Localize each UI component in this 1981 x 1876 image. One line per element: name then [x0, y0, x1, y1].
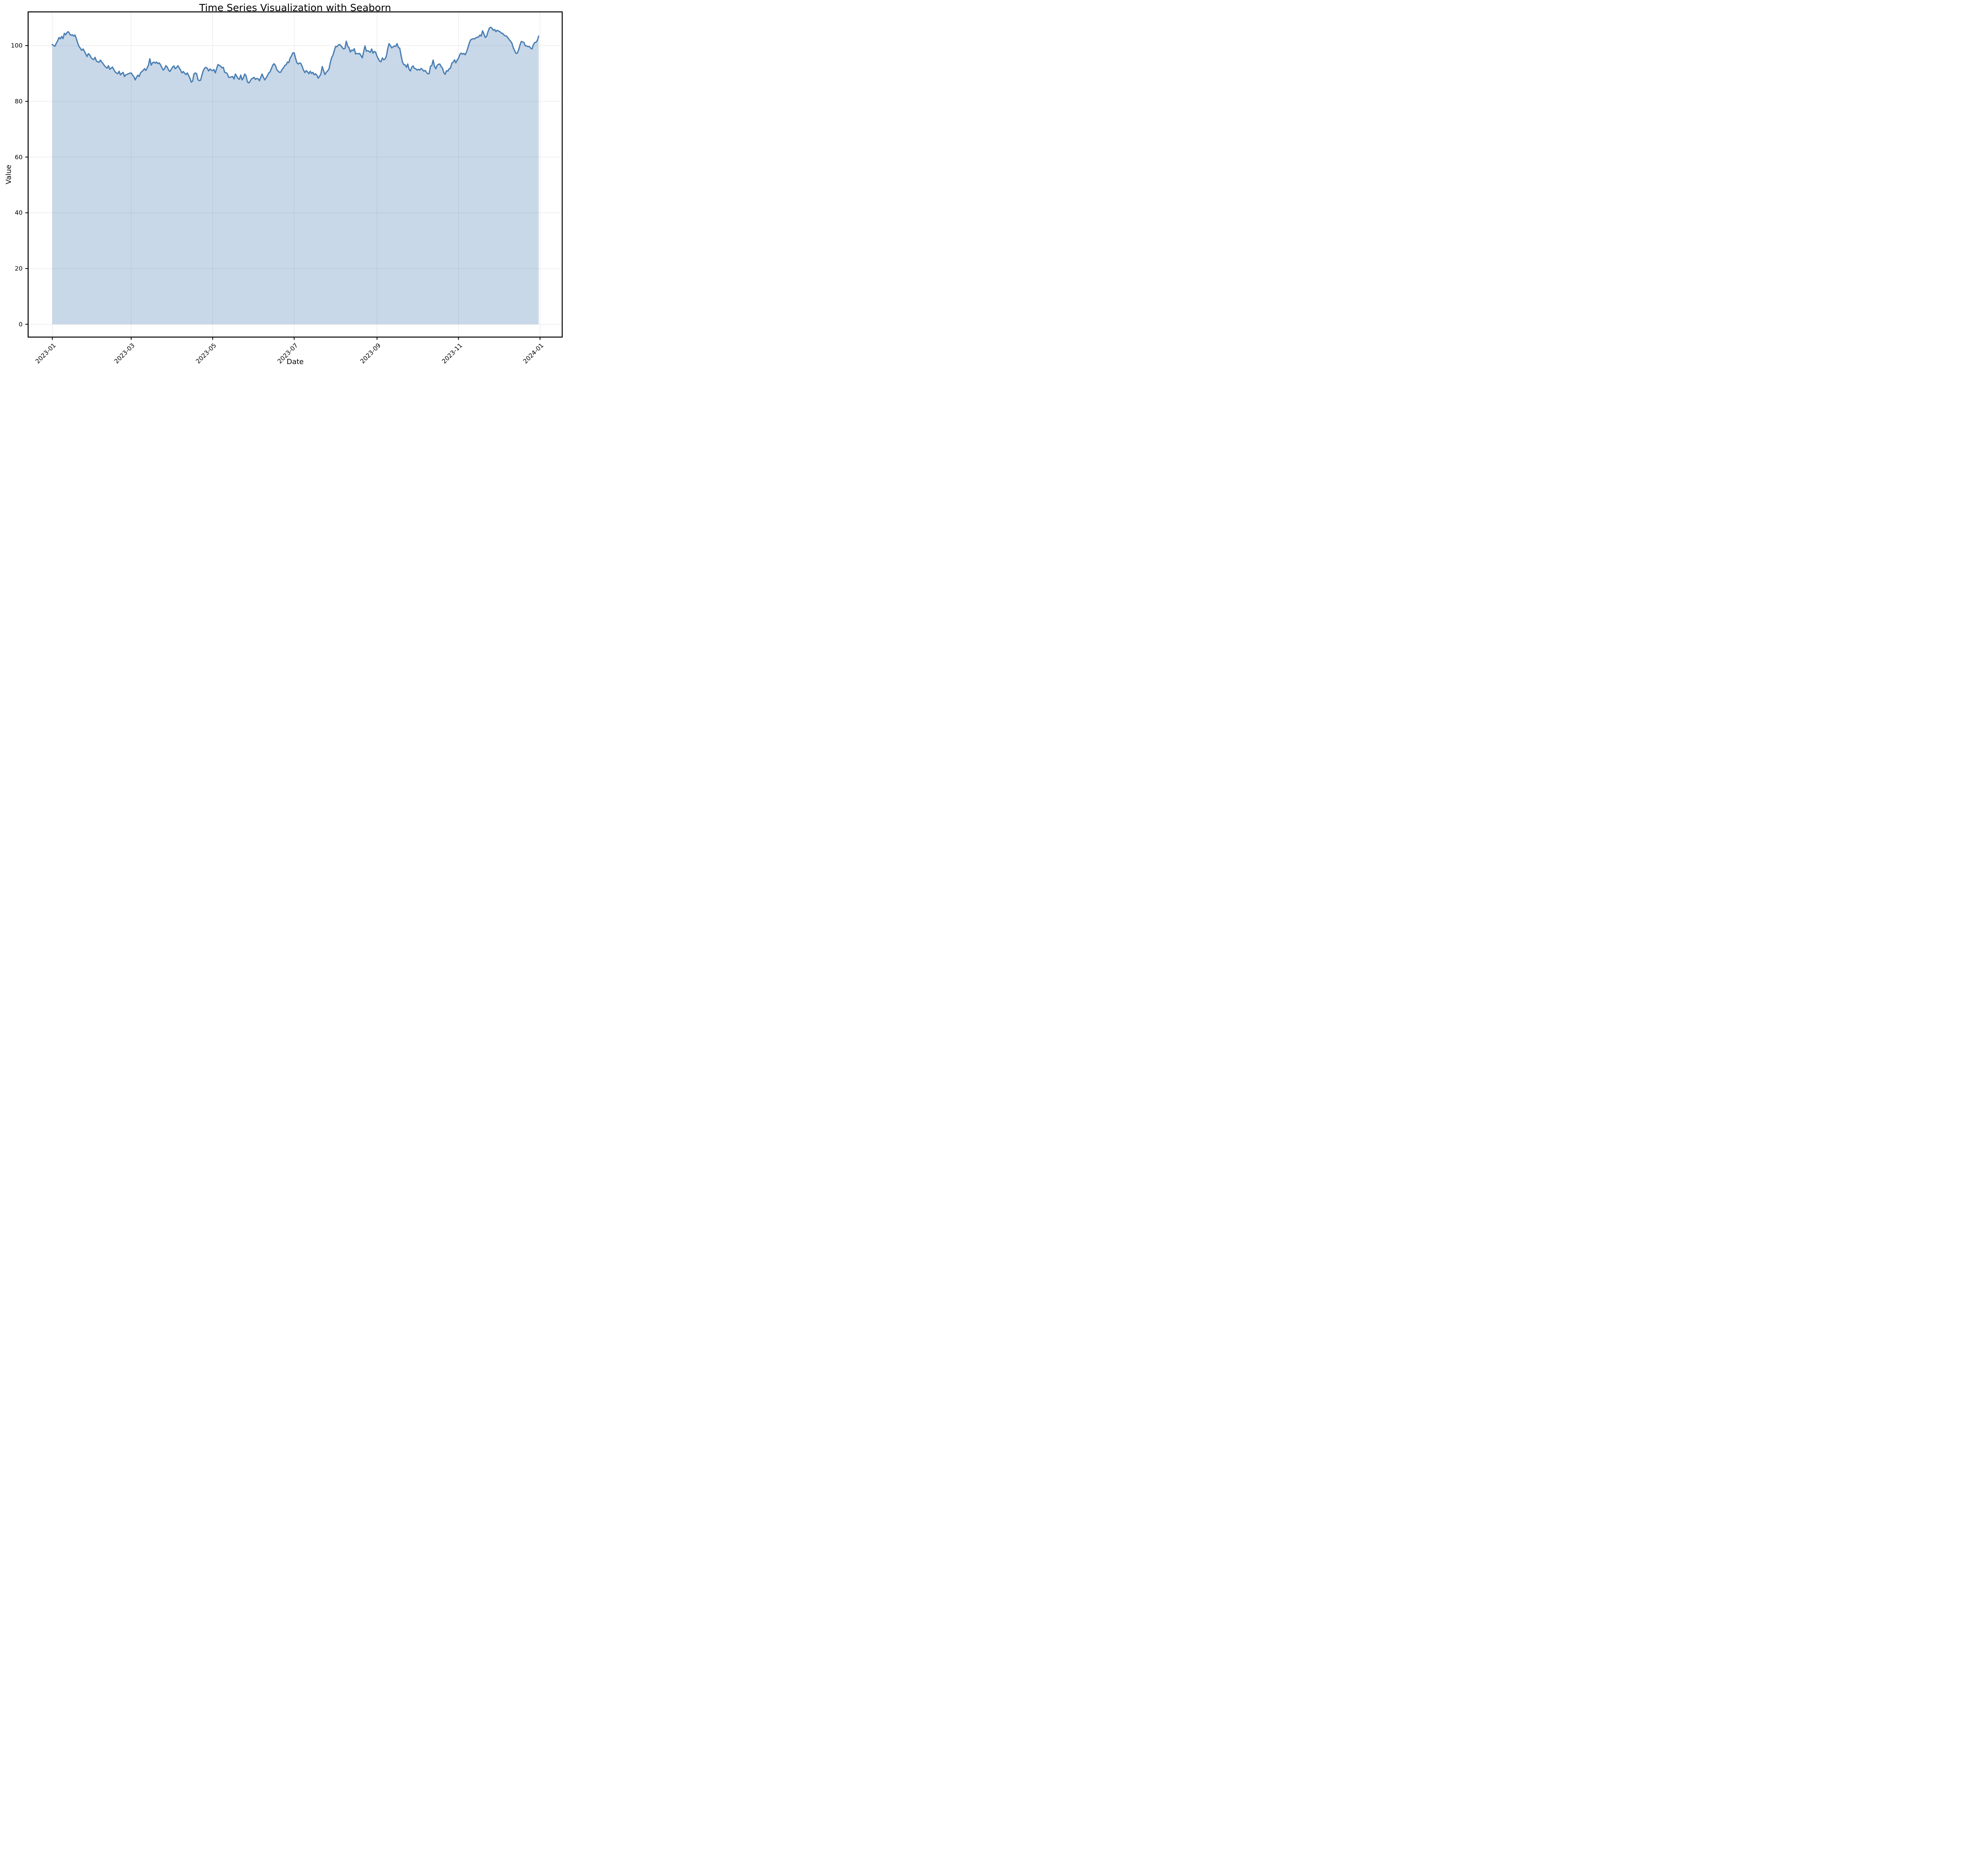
y-tick-label: 80: [15, 97, 23, 105]
x-axis-label: Date: [286, 358, 304, 366]
y-tick-label: 20: [15, 265, 23, 272]
gridlines: [28, 12, 562, 337]
area-fill: [52, 27, 539, 324]
plot-frame: [27, 11, 563, 338]
figure: Time Series Visualization with Seaborn D…: [0, 0, 565, 375]
series-line: [52, 27, 540, 84]
y-axis-label: Value: [4, 164, 13, 185]
chart-title: Time Series Visualization with Seaborn: [199, 2, 391, 13]
y-tick-label: 100: [11, 42, 23, 50]
y-tick-label: 40: [15, 209, 23, 217]
chart-svg: [25, 11, 563, 340]
y-tick-label: 0: [19, 320, 23, 328]
y-tick-label: 60: [15, 153, 23, 161]
